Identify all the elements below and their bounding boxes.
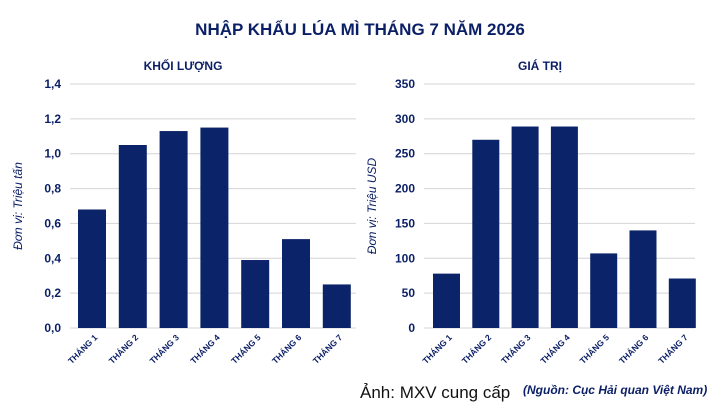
value-bar <box>550 126 578 328</box>
volume-y-tick-label: 0,8 <box>44 182 61 196</box>
volume-y-tick-label: 1,0 <box>44 147 61 161</box>
volume-y-tick-label: 0,6 <box>44 216 61 230</box>
value-category-label: THÁNG 6 <box>617 332 651 366</box>
value-category-label: THÁNG 4 <box>538 332 572 366</box>
value-y-tick-label: 0 <box>408 321 415 335</box>
value-y-tick-label: 200 <box>395 182 415 196</box>
value-category-label: THÁNG 7 <box>656 332 690 366</box>
volume-bar <box>241 260 270 328</box>
volume-y-axis-label: Đơn vị: Triệu tấn <box>11 162 25 250</box>
page-title: NHẬP KHẨU LÚA MÌ THÁNG 7 NĂM 2026 <box>195 20 525 39</box>
volume-bar <box>159 131 188 328</box>
value-category-label: THÁNG 1 <box>420 332 454 366</box>
volume-y-tick-label: 1,2 <box>44 112 61 126</box>
value-y-tick-label: 150 <box>395 216 415 230</box>
value-y-tick-label: 350 <box>395 77 415 91</box>
value-category-label: THÁNG 2 <box>460 332 494 366</box>
value-category-label: THÁNG 3 <box>499 332 533 366</box>
value-bar <box>472 139 500 328</box>
value-bar <box>590 253 618 328</box>
value-y-tick-label: 50 <box>402 286 416 300</box>
volume-y-tick-label: 1,4 <box>44 77 61 91</box>
volume-bar <box>118 145 147 328</box>
source-note: (Nguồn: Cục Hải quan Việt Nam) <box>523 383 708 397</box>
volume-y-tick-label: 0,0 <box>44 321 61 335</box>
value-category-label: THÁNG 5 <box>578 332 612 366</box>
volume-bar <box>282 239 310 328</box>
volume-bar <box>200 127 229 328</box>
value-y-tick-label: 250 <box>395 147 415 161</box>
value-y-tick-label: 100 <box>395 251 415 265</box>
value-bar <box>433 273 460 328</box>
volume-y-tick-label: 0,4 <box>44 251 61 265</box>
volume-bar <box>322 284 351 328</box>
volume-bar <box>78 209 106 328</box>
value-bar <box>629 230 657 328</box>
value-y-axis-label: Đơn vị: Triệu USD <box>365 157 379 254</box>
value-y-tick-label: 300 <box>395 112 415 126</box>
value-bar <box>668 278 696 328</box>
photo-credit: Ảnh: MXV cung cấp <box>360 383 511 402</box>
value-chart-title: GIÁ TRỊ <box>518 58 562 73</box>
volume-y-tick-label: 0,2 <box>44 286 61 300</box>
value-bar <box>511 126 539 328</box>
volume-chart-title: KHỐI LƯỢNG <box>144 58 223 73</box>
